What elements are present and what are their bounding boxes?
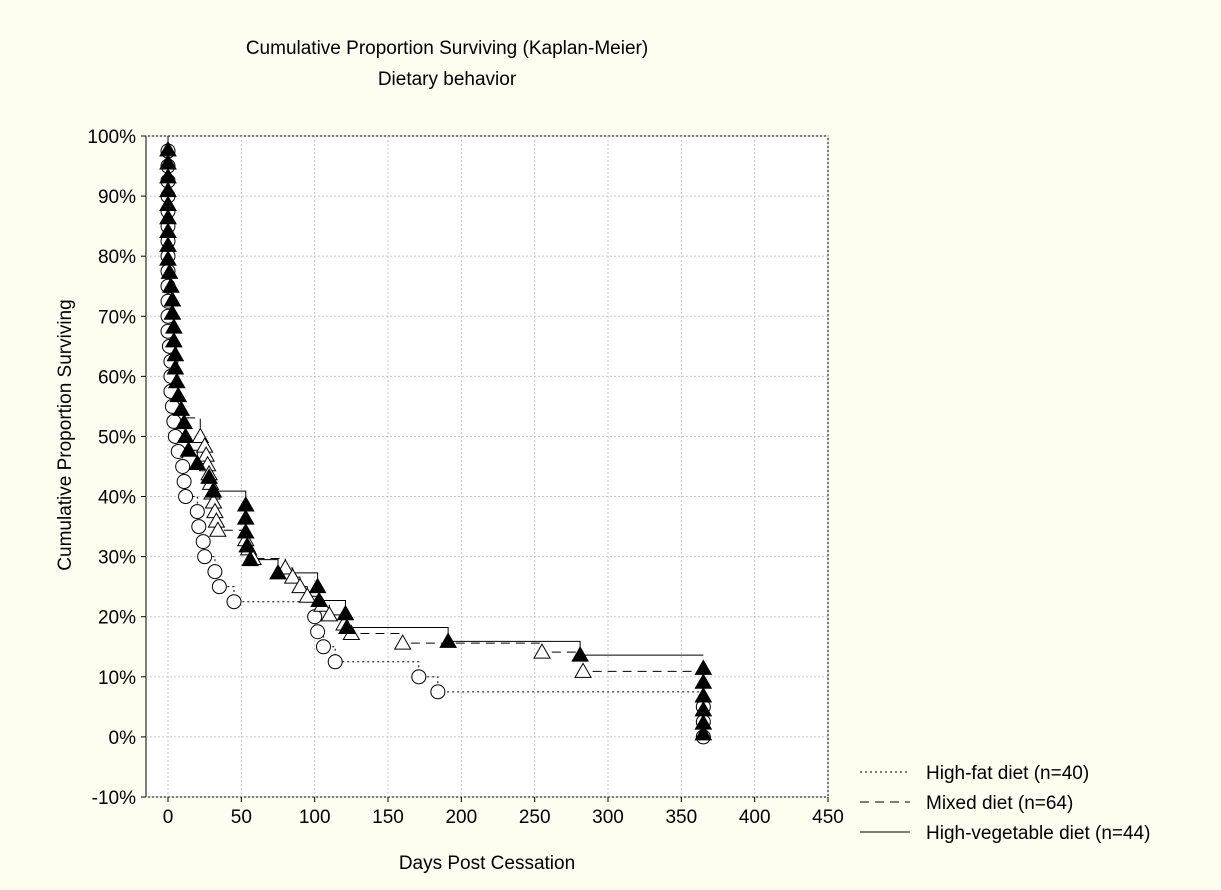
data-point [160,263,179,279]
data-point [176,474,192,490]
data-point [178,489,194,505]
y-tick-label: 80% [98,247,136,268]
data-point [169,386,188,403]
series-2-markers [159,140,713,741]
x-tick-label: 0 [163,807,174,828]
data-point [320,605,339,622]
legend-label: High-vegetable diet (n=44) [926,823,1150,844]
data-point [439,632,457,648]
data-point [191,519,207,535]
data-point [327,654,343,670]
data-point [694,724,713,741]
data-point [336,604,355,621]
data-point [226,594,242,610]
x-tick-label: 350 [665,807,697,828]
y-tick-label: 90% [98,187,136,208]
data-point [209,521,227,537]
y-tick-label: 40% [98,488,136,509]
x-tick-label: 200 [445,807,477,828]
legend-label: High-fat diet (n=40) [926,763,1089,784]
x-axis-ticks: 0 50 100 150 200 250 300 350 400 450 [163,797,844,828]
data-point [166,358,185,375]
x-tick-label: 450 [812,807,844,828]
data-point [175,413,193,430]
data-point [188,454,207,470]
data-point [211,579,227,595]
y-tick-label: 100% [87,127,136,148]
data-point [298,587,317,603]
data-point [291,577,309,594]
series-layer [159,136,713,745]
x-tick-label: 300 [592,807,624,828]
x-axis-label: Days Post Cessation [399,853,575,874]
data-point [241,550,259,567]
data-point [307,609,323,625]
x-tick-label: 100 [299,807,331,828]
data-point [430,684,446,700]
data-point [172,400,191,416]
y-tick-label: -10% [92,788,136,809]
x-tick-label: 400 [739,807,771,828]
plot-area [145,135,829,798]
data-point [189,504,205,520]
chart-subtitle: Dietary behavior [378,69,517,90]
x-tick-label: 50 [231,807,252,828]
y-tick-label: 20% [98,608,136,629]
data-point [533,643,551,659]
data-point [165,331,183,348]
data-point [571,646,589,662]
y-tick-label: 70% [98,307,136,328]
data-point [308,577,327,594]
data-point [159,250,177,266]
data-point [207,564,223,580]
data-point [162,277,180,293]
y-tick-label: 10% [98,668,136,689]
data-point [167,372,186,389]
data-point [315,639,331,655]
y-axis-ticks: -10% 0% 10% 20% 30% 40% 50% 60% 70% 80% 90% 100% [87,127,146,809]
data-point [411,669,427,685]
data-point [574,662,592,678]
data-point [236,522,255,539]
grid-lines [146,135,829,798]
y-tick-label: 50% [98,427,136,448]
data-point [163,304,182,320]
legend: High-fat diet (n=40) Mixed diet (n=64) Hig… [860,763,1150,844]
data-point [175,459,191,474]
y-axis-label: Cumulative Proportion Surviving [55,299,76,570]
data-point [176,427,195,443]
data-point [338,618,356,635]
data-point [283,568,302,584]
data-point [269,563,287,580]
data-point [179,441,198,457]
data-point [200,468,218,484]
y-tick-label: 60% [98,367,136,388]
data-point [310,624,326,640]
data-point [204,482,223,498]
x-tick-label: 250 [519,807,551,828]
y-tick-label: 0% [109,728,137,749]
data-point [310,591,328,608]
data-point [195,534,211,550]
data-point [393,634,412,650]
data-point [197,549,213,565]
chart-title: Cumulative Proportion Surviving (Kaplan-… [246,38,648,59]
legend-label: Mixed diet (n=64) [926,793,1073,814]
x-tick-label: 150 [372,807,404,828]
data-point [238,536,257,553]
y-tick-label: 30% [98,548,136,569]
